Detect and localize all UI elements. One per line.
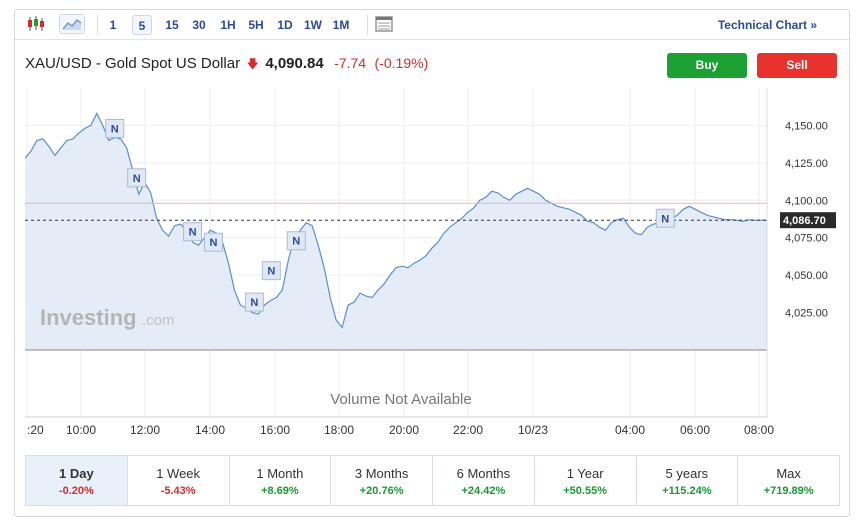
period-change: +8.69% — [261, 485, 299, 497]
price-chart[interactable]: 4,150.00 4,125.00 4,100.00 4,075.00 4,050.00… — [25, 88, 840, 450]
period-change: +115.24% — [662, 485, 712, 497]
news-marker-label: N — [133, 173, 141, 185]
x-tick-label: 18:00 — [324, 423, 354, 437]
period-cell[interactable]: 1 Month +8.69% — [230, 456, 332, 505]
interval-button-30[interactable]: 30 — [192, 18, 206, 32]
period-label: 1 Day — [59, 466, 94, 481]
period-label: 1 Week — [156, 466, 201, 481]
volume-unavailable-text: Volume Not Available — [330, 391, 471, 408]
period-change: +50.55% — [563, 485, 607, 497]
current-price-badge — [780, 212, 836, 229]
x-tick-label: 10/23 — [518, 423, 548, 437]
period-cell[interactable]: Max +719.89% — [738, 456, 839, 505]
current-price-label: 4,086.70 — [783, 215, 826, 227]
instrument-header: XAU/USD - Gold Spot US Dollar 🡇 4,090.84… — [25, 52, 432, 74]
interval-button-5[interactable]: 5 — [132, 15, 152, 35]
last-price: 4,090.84 — [265, 55, 324, 72]
investing-watermark: Investing — [40, 305, 137, 330]
interval-button-1m[interactable]: 1M — [332, 18, 350, 32]
area-chart-icon[interactable] — [59, 14, 85, 34]
news-marker-label: N — [292, 236, 300, 248]
news-marker[interactable] — [655, 208, 675, 228]
y-tick-label: 4,100.00 — [785, 195, 828, 207]
price-change-percent: (-0.19%) — [374, 55, 429, 71]
table-view-icon[interactable] — [373, 14, 395, 34]
period-cell[interactable]: 6 Months +24.42% — [433, 456, 535, 505]
interval-button-1w[interactable]: 1W — [304, 18, 322, 32]
x-tick-label: 12:00 — [130, 423, 160, 437]
performance-periods: 1 Day -0.20% 1 Week -5.43% 1 Month +8.69% 3 Mo… — [25, 455, 840, 506]
y-tick-label: 4,025.00 — [785, 308, 828, 320]
period-label: 5 years — [665, 466, 709, 481]
news-marker[interactable] — [244, 292, 264, 312]
period-label: 6 Months — [456, 466, 511, 481]
x-tick-label: 14:00 — [195, 423, 225, 437]
period-change: +719.89% — [763, 485, 814, 497]
toolbar-divider — [367, 15, 368, 35]
chart-widget: 1 5 15 30 1H 5H 1D 1W 1M Technical Chart » XAU/U… — [14, 9, 850, 517]
y-tick-label: 4,075.00 — [785, 233, 828, 245]
x-tick-label: 04:00 — [615, 423, 645, 437]
x-tick-label: :20 — [27, 423, 44, 437]
period-cell[interactable]: 3 Months +20.76% — [331, 456, 433, 505]
period-change: -5.43% — [160, 485, 196, 497]
down-arrow-icon: 🡇 — [246, 57, 259, 71]
y-tick-label: 4,150.00 — [785, 120, 828, 132]
investing-watermark-suffix: .com — [142, 312, 175, 329]
news-marker[interactable] — [105, 118, 125, 138]
interval-button-1[interactable]: 1 — [109, 18, 117, 32]
candlestick-icon[interactable] — [25, 14, 47, 34]
news-marker[interactable] — [127, 168, 147, 188]
x-tick-label: 06:00 — [680, 423, 710, 437]
period-label: 1 Month — [256, 466, 304, 481]
x-tick-label: 10:00 — [66, 423, 96, 437]
sell-button[interactable]: Sell — [757, 53, 837, 78]
period-cell[interactable]: 1 Week -5.43% — [128, 456, 230, 505]
chart-toolbar: 1 5 15 30 1H 5H 1D 1W 1M Technical Chart » — [15, 10, 849, 40]
interval-button-1d[interactable]: 1D — [277, 18, 293, 32]
period-change: +20.76% — [359, 485, 404, 497]
price-change: -7.74 — [334, 55, 367, 71]
period-cell[interactable]: 1 Day -0.20% — [26, 456, 128, 505]
news-marker-label: N — [210, 237, 218, 249]
news-marker[interactable] — [261, 261, 281, 281]
period-cell[interactable]: 5 years +115.24% — [637, 456, 739, 505]
technical-chart-link[interactable]: Technical Chart » — [717, 18, 817, 32]
interval-button-5h[interactable]: 5H — [248, 18, 264, 32]
news-marker[interactable] — [183, 222, 203, 242]
period-label: 3 Months — [354, 466, 409, 481]
x-tick-label: 08:00 — [744, 423, 774, 437]
instrument-title: XAU/USD - Gold Spot US Dollar — [25, 55, 241, 72]
y-tick-label: 4,125.00 — [785, 158, 828, 170]
news-marker[interactable] — [286, 231, 306, 251]
x-tick-label: 20:00 — [389, 423, 419, 437]
interval-button-1h[interactable]: 1H — [220, 18, 236, 32]
y-tick-label: 4,050.00 — [785, 270, 828, 282]
period-cell[interactable]: 1 Year +50.55% — [535, 456, 637, 505]
period-change: +24.42% — [461, 485, 506, 497]
price-series-line — [25, 112, 767, 329]
period-label: 1 Year — [566, 466, 604, 481]
x-tick-label: 16:00 — [260, 423, 290, 437]
toolbar-divider — [97, 15, 98, 35]
news-marker-label: N — [189, 227, 197, 239]
news-marker-label: N — [111, 123, 119, 135]
period-label: Max — [776, 466, 801, 481]
period-change: -0.20% — [58, 485, 94, 497]
news-marker-label: N — [267, 266, 275, 278]
news-marker-label: N — [250, 297, 258, 309]
interval-button-15[interactable]: 15 — [165, 18, 179, 32]
x-tick-label: 22:00 — [453, 423, 483, 437]
buy-button[interactable]: Buy — [667, 53, 747, 78]
price-area-fill — [25, 113, 767, 350]
news-marker-label: N — [661, 213, 669, 225]
news-marker[interactable] — [203, 232, 223, 252]
